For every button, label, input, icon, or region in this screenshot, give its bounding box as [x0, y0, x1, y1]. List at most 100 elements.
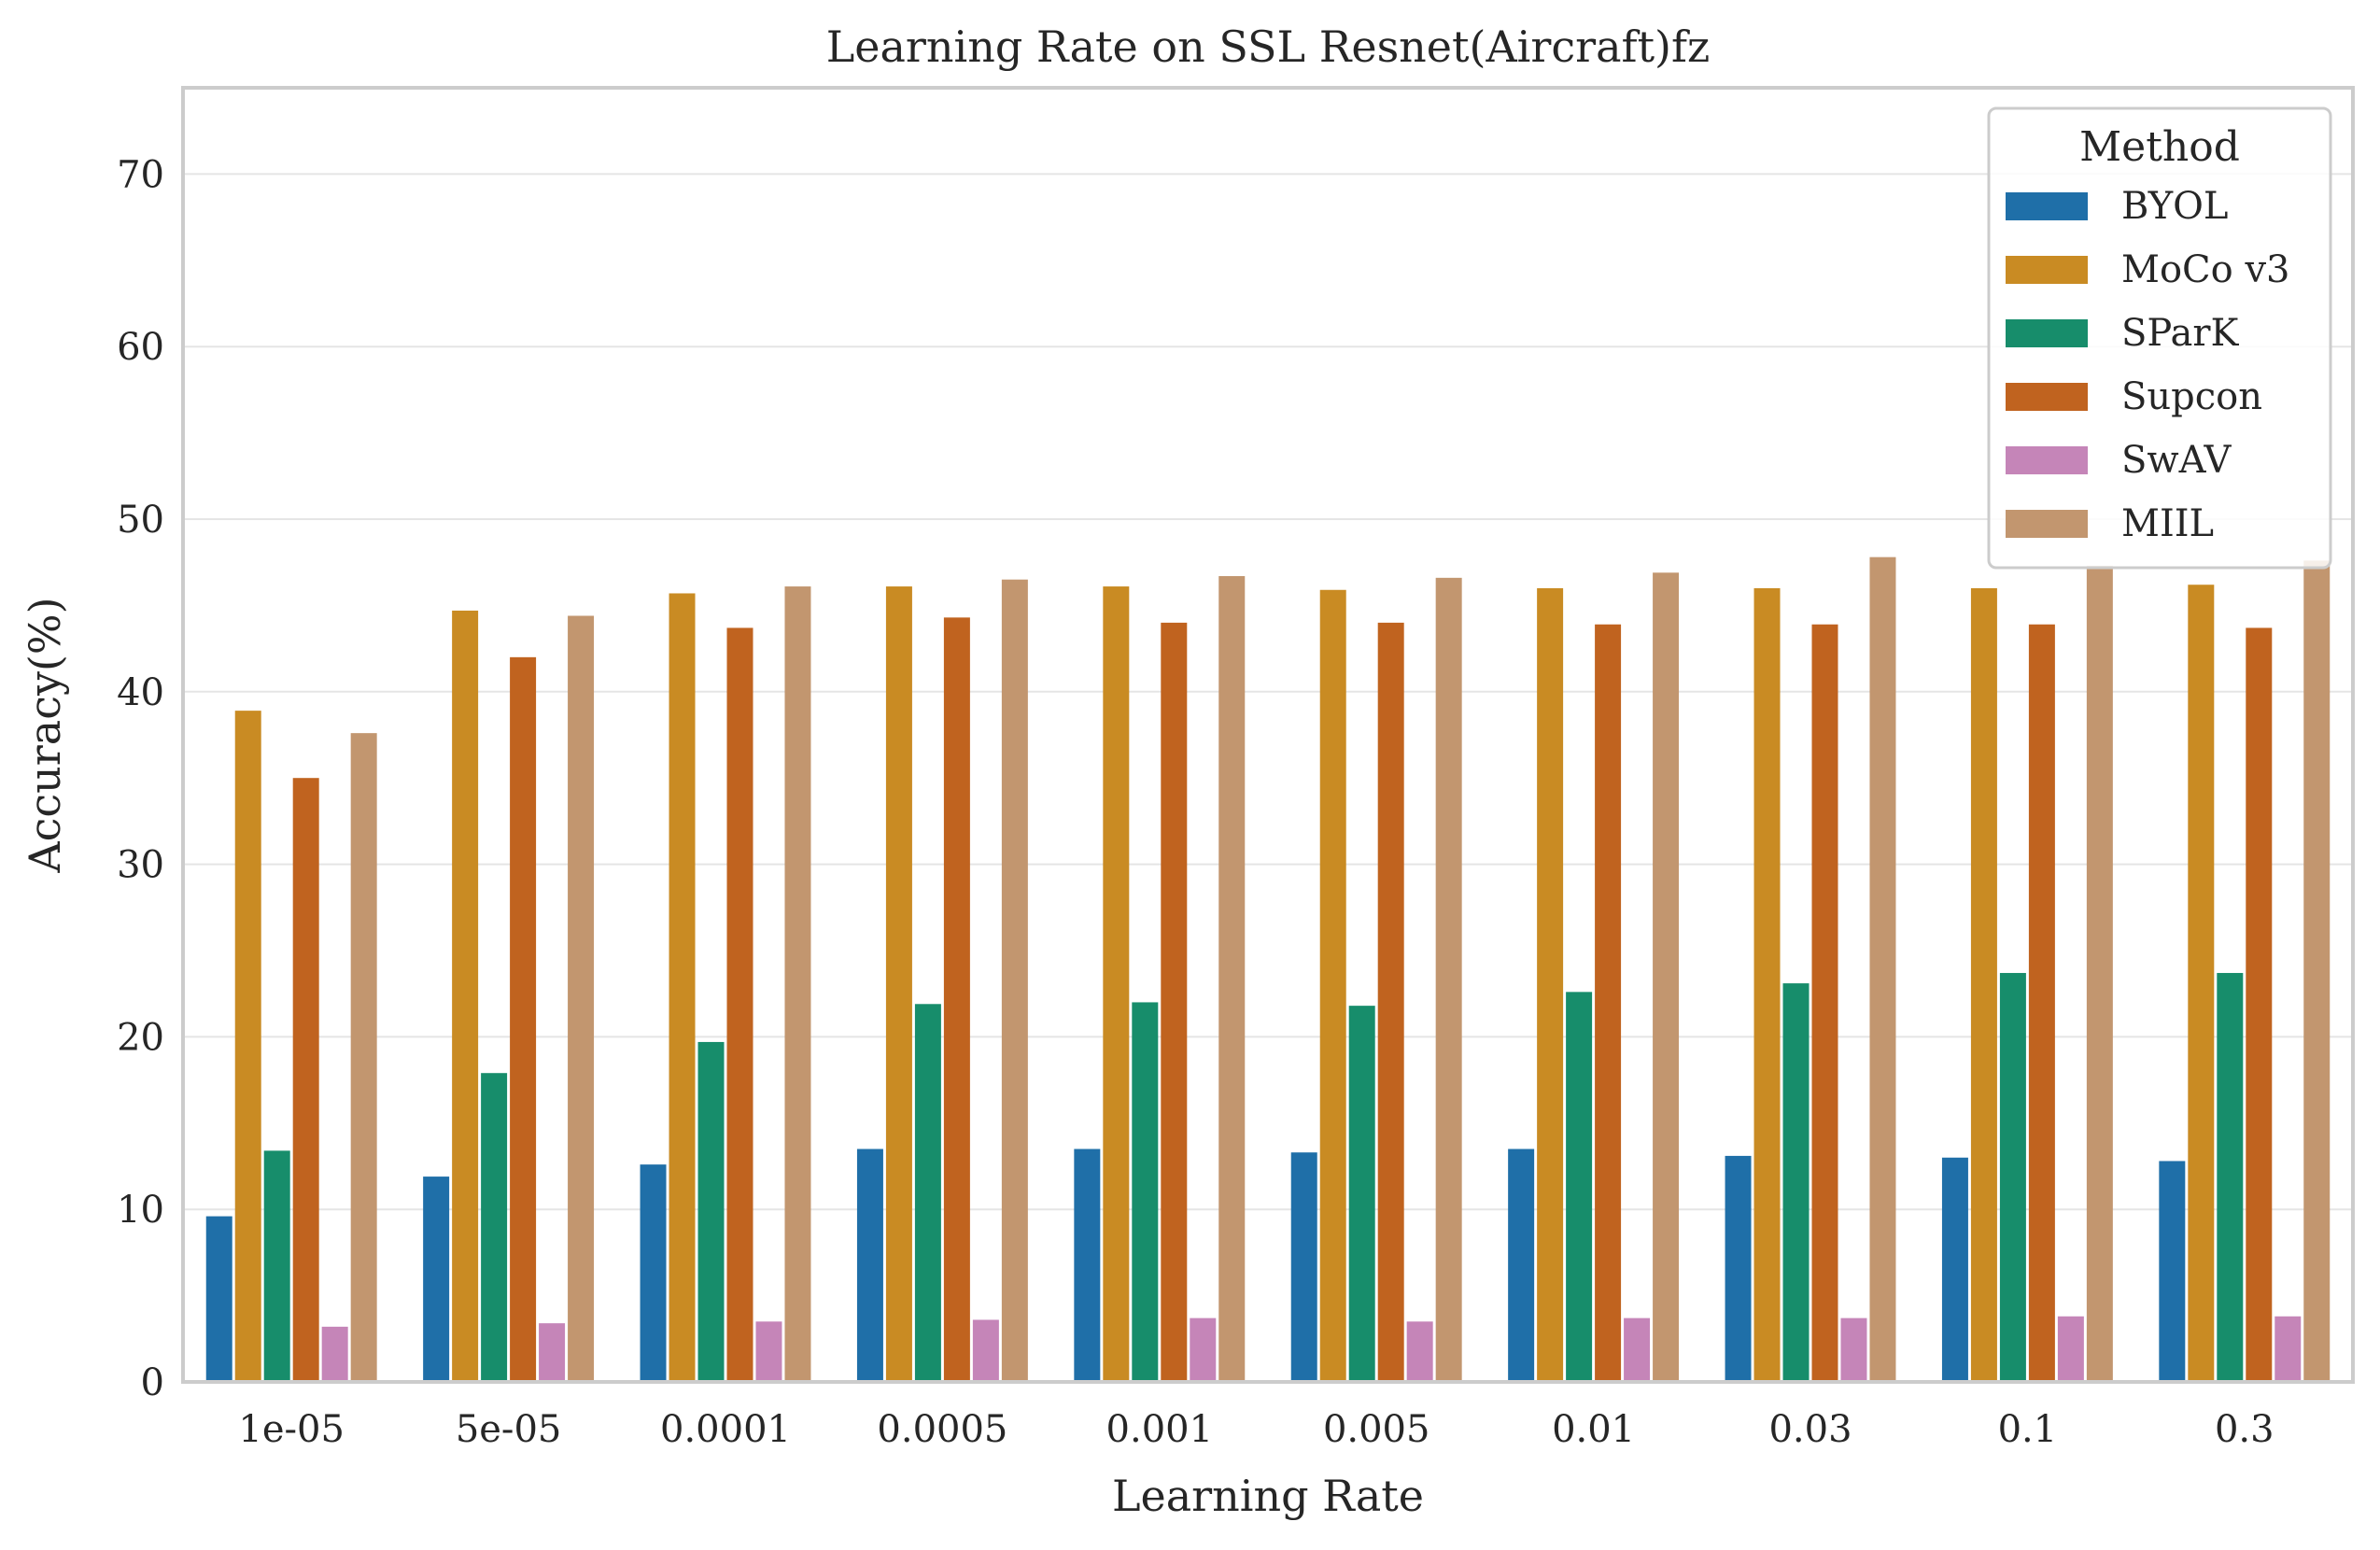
bar-supcon-0.001 — [1161, 622, 1188, 1382]
bar-swav-0.001 — [1190, 1318, 1217, 1382]
bar-moco-v3-0.01 — [1537, 587, 1564, 1382]
bar-miil-0.0001 — [784, 586, 811, 1382]
x-tick-label: 1e-05 — [238, 1408, 345, 1451]
x-tick-labels: 1e-05 5e-05 0.0001 0.0005 0.001 0.005 0.01 0.03… — [238, 1408, 2274, 1451]
legend-label: SParK — [2121, 312, 2239, 355]
y-tick-label: 70 — [117, 153, 164, 196]
legend-label: BYOL — [2121, 185, 2228, 228]
legend-title: Method — [2079, 123, 2240, 171]
bar-miil-0.1 — [2086, 565, 2113, 1382]
y-tick-label: 50 — [117, 499, 164, 542]
legend-swatch-spark — [2006, 319, 2088, 347]
bar-supcon-5e-05 — [510, 656, 537, 1382]
y-tick-labels: 0 10 20 30 40 50 60 70 — [117, 153, 164, 1404]
chart-title: Learning Rate on SSL Resnet(Aircraft)fz — [826, 21, 1711, 72]
bar-supcon-0.03 — [1811, 624, 1838, 1382]
bar-swav-0.3 — [2274, 1316, 2302, 1382]
bar-miil-0.03 — [1869, 557, 1896, 1382]
x-tick-label: 0.005 — [1323, 1408, 1430, 1451]
x-tick-label: 0.03 — [1768, 1408, 1852, 1451]
y-tick-label: 60 — [117, 326, 164, 369]
bar-miil-0.3 — [2303, 560, 2331, 1382]
bar-miil-5e-05 — [568, 615, 595, 1382]
bar-byol-0.01 — [1508, 1148, 1535, 1382]
bar-supcon-1e-05 — [292, 778, 319, 1382]
bar-spark-1e-05 — [263, 1150, 290, 1382]
bar-spark-0.3 — [2217, 973, 2244, 1382]
bar-byol-5e-05 — [423, 1177, 450, 1382]
bar-miil-0.001 — [1218, 575, 1246, 1382]
bar-miil-1e-05 — [350, 733, 377, 1382]
legend-swatch-miil — [2006, 510, 2088, 538]
bar-spark-0.1 — [1999, 973, 2026, 1382]
bar-spark-0.01 — [1566, 992, 1593, 1382]
x-tick-label: 0.001 — [1106, 1408, 1214, 1451]
bar-swav-5e-05 — [539, 1323, 566, 1382]
grid-lines — [183, 173, 2353, 1383]
y-tick-label: 20 — [117, 1016, 164, 1059]
bar-moco-v3-0.005 — [1319, 589, 1346, 1382]
bar-moco-v3-0.001 — [1103, 586, 1130, 1382]
bar-moco-v3-0.1 — [1970, 587, 1997, 1382]
bar-swav-0.03 — [1840, 1318, 1867, 1382]
bar-swav-0.0001 — [755, 1321, 782, 1382]
legend-label: MoCo v3 — [2121, 248, 2290, 291]
legend-label: SwAV — [2121, 439, 2232, 482]
bar-supcon-0.1 — [2028, 624, 2055, 1382]
bar-supcon-0.0005 — [943, 617, 970, 1382]
y-tick-label: 10 — [117, 1189, 164, 1232]
bar-miil-0.005 — [1435, 577, 1462, 1382]
legend-swatch-byol — [2006, 192, 2088, 220]
x-tick-label: 0.0001 — [660, 1408, 791, 1451]
bar-byol-0.3 — [2159, 1161, 2186, 1382]
bar-spark-0.001 — [1132, 1002, 1159, 1382]
bar-moco-v3-0.03 — [1753, 587, 1781, 1382]
bar-supcon-0.005 — [1377, 622, 1404, 1382]
bar-spark-5e-05 — [481, 1073, 508, 1382]
bar-byol-0.0005 — [856, 1148, 883, 1382]
bar-byol-0.0001 — [640, 1164, 667, 1382]
bar-spark-0.0001 — [697, 1041, 725, 1382]
bar-swav-0.005 — [1406, 1321, 1433, 1382]
y-tick-label: 0 — [141, 1361, 164, 1404]
bar-moco-v3-0.3 — [2188, 585, 2215, 1382]
x-tick-label: 0.0005 — [877, 1408, 1007, 1451]
y-tick-label: 30 — [117, 844, 164, 887]
bar-swav-1e-05 — [321, 1326, 348, 1382]
plot-frame — [181, 86, 2355, 1384]
bar-byol-0.03 — [1725, 1155, 1752, 1382]
bars — [205, 557, 2331, 1382]
bar-miil-0.01 — [1653, 572, 1680, 1382]
bar-byol-1e-05 — [205, 1216, 232, 1382]
bar-moco-v3-0.0005 — [885, 586, 912, 1382]
bar-supcon-0.3 — [2246, 627, 2273, 1382]
bar-moco-v3-5e-05 — [452, 610, 479, 1382]
bar-swav-0.0005 — [972, 1319, 999, 1382]
bar-moco-v3-1e-05 — [234, 711, 261, 1382]
bar-spark-0.005 — [1348, 1006, 1375, 1382]
bar-miil-0.0005 — [1001, 579, 1028, 1382]
bar-byol-0.005 — [1290, 1152, 1317, 1382]
legend-swatch-swav — [2006, 446, 2088, 474]
bar-supcon-0.0001 — [726, 627, 753, 1382]
bar-byol-0.001 — [1074, 1148, 1101, 1382]
legend-swatch-moco-v3 — [2006, 256, 2088, 284]
x-tick-label: 0.01 — [1552, 1408, 1635, 1451]
x-tick-label: 0.3 — [2215, 1408, 2274, 1451]
bar-moco-v3-0.0001 — [669, 593, 696, 1382]
legend: Method BYOL MoCo v3 SParK Supcon SwAV MIIL — [1987, 106, 2332, 570]
y-axis-label: Accuracy(%) — [20, 597, 70, 873]
bar-supcon-0.01 — [1595, 624, 1622, 1382]
x-tick-label: 5e-05 — [456, 1408, 562, 1451]
bar-swav-0.1 — [2057, 1316, 2084, 1382]
bar-byol-0.1 — [1941, 1157, 1968, 1382]
bar-swav-0.01 — [1624, 1318, 1651, 1382]
x-tick-label: 0.1 — [1998, 1408, 2058, 1451]
y-tick-label: 40 — [117, 671, 164, 714]
x-axis-label: Learning Rate — [1112, 1471, 1424, 1521]
legend-swatch-supcon — [2006, 383, 2088, 411]
bar-spark-0.0005 — [914, 1004, 941, 1382]
legend-label: MIIL — [2121, 502, 2214, 545]
legend-label: Supcon — [2121, 375, 2262, 418]
